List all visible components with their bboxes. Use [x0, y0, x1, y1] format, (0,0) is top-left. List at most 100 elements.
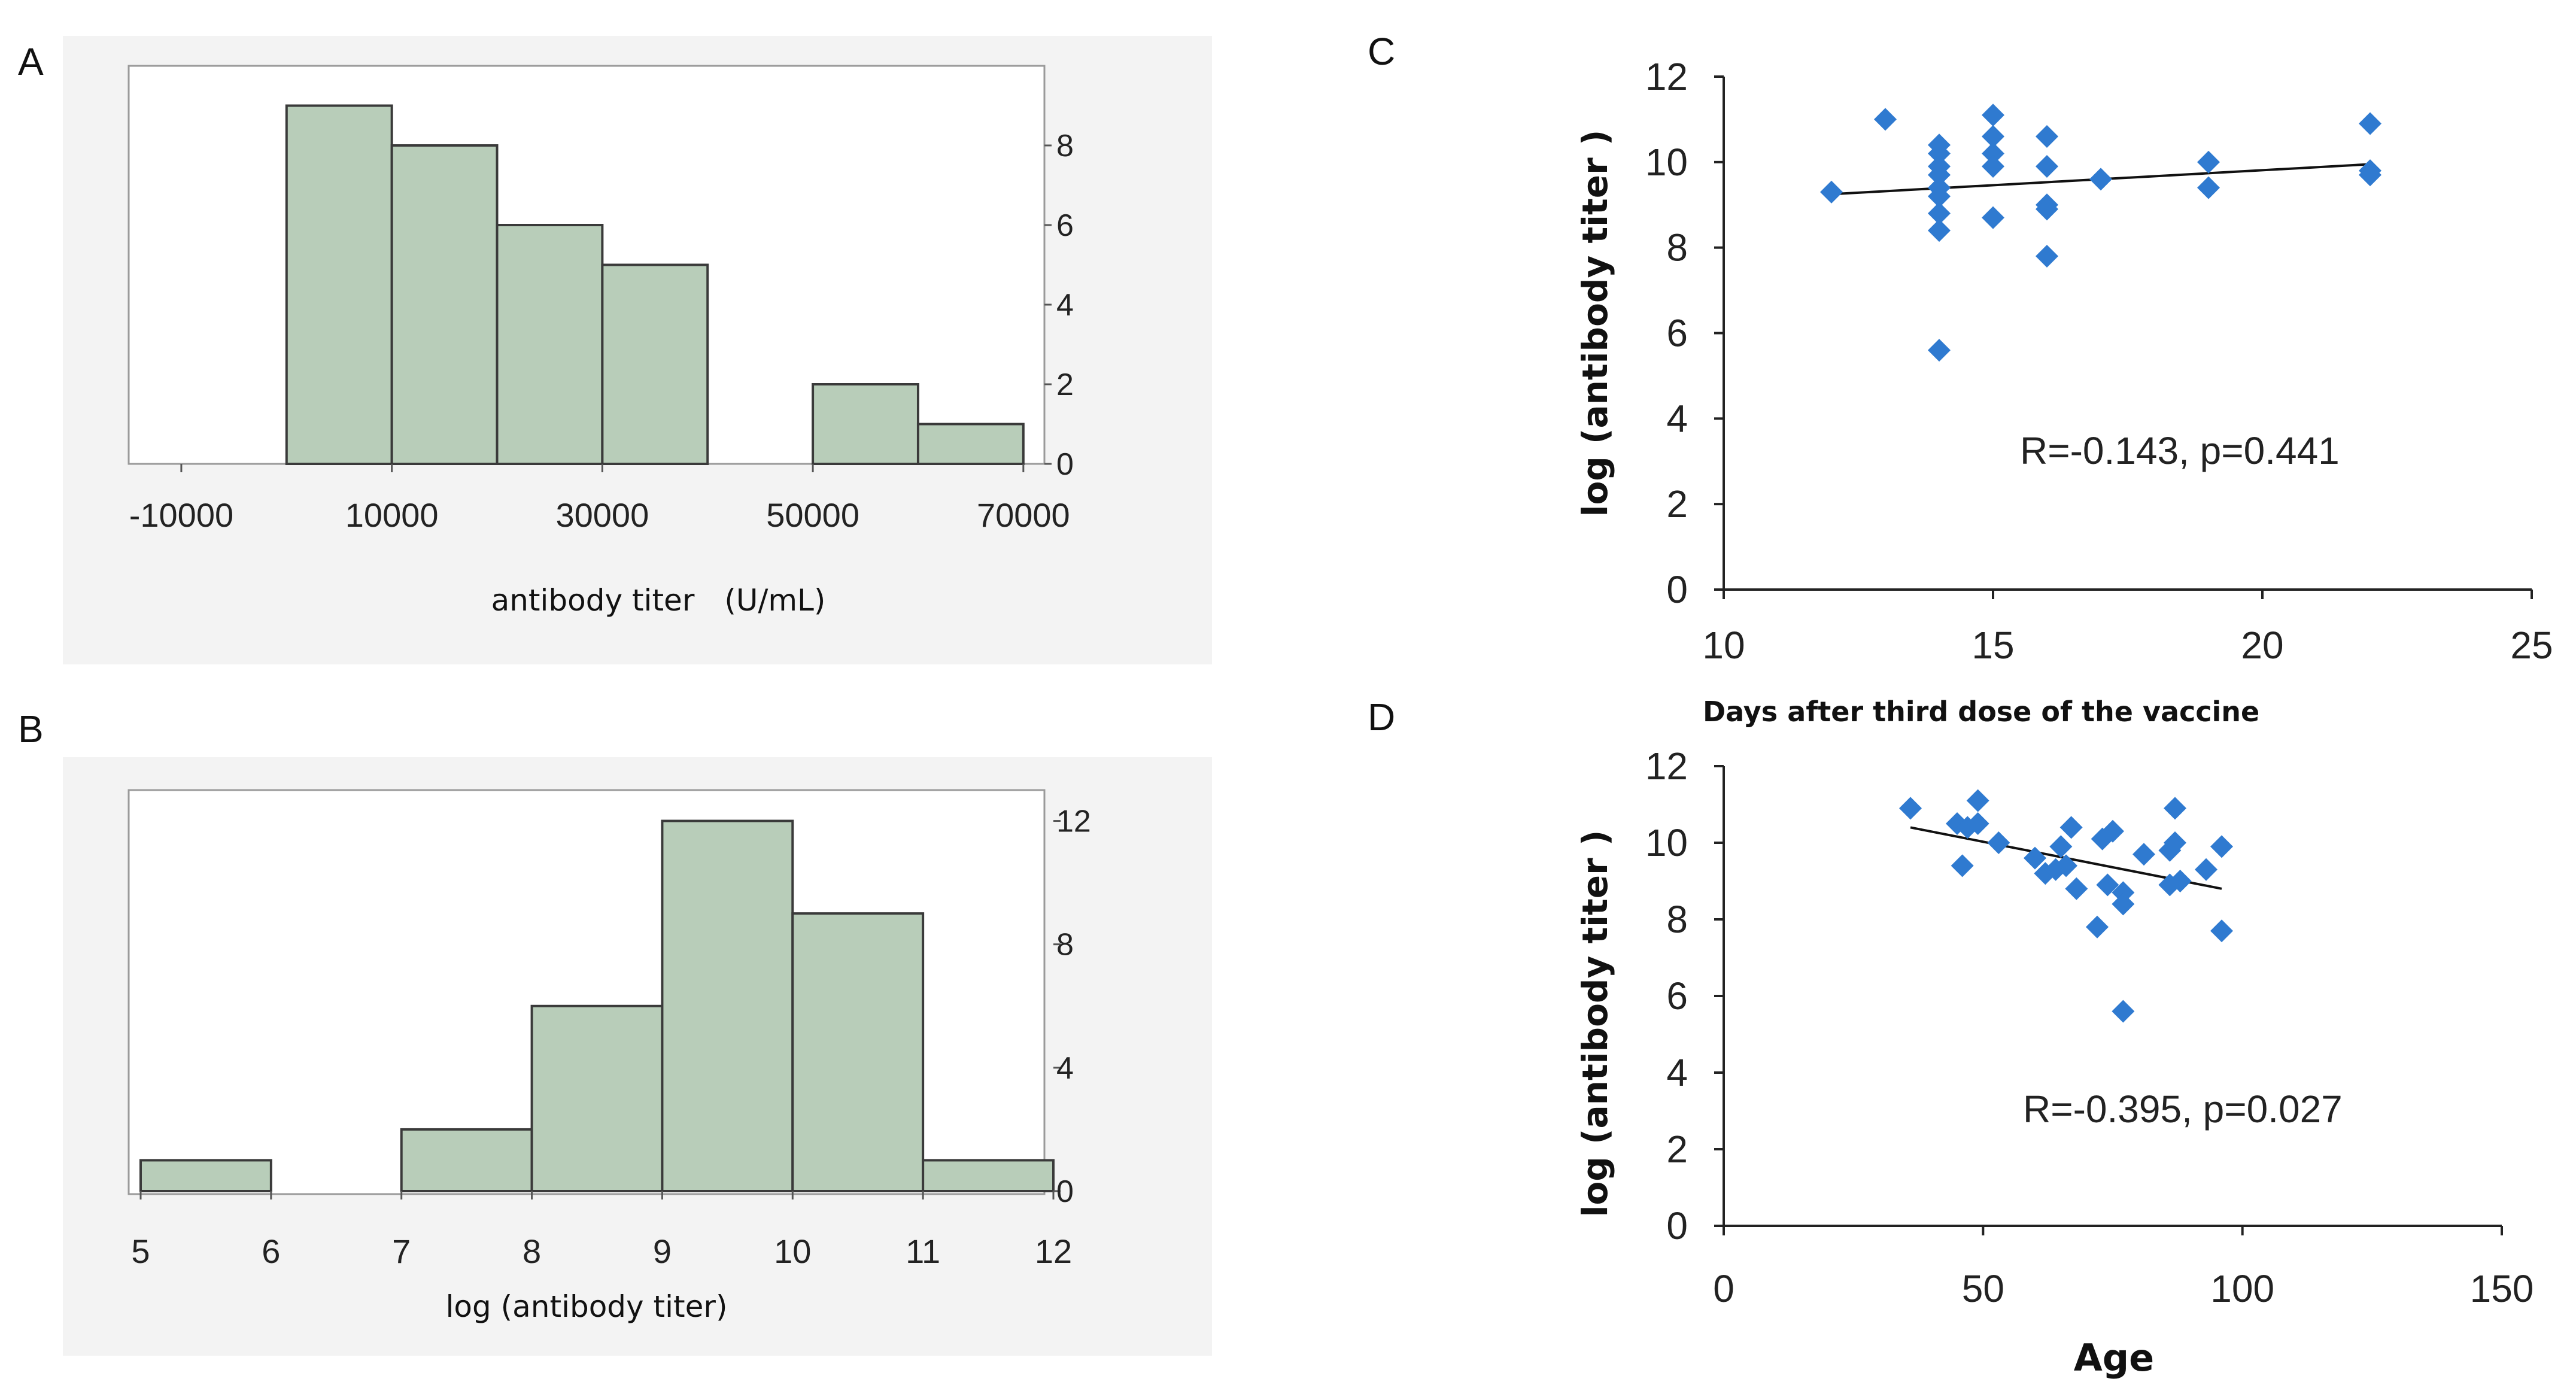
y-tick-label: 4: [1666, 1051, 1688, 1094]
data-point: [2036, 154, 2058, 178]
x-tick-label: 6: [262, 1232, 280, 1270]
y-tick-label: 2: [1666, 1128, 1688, 1171]
panel-c-x-axis-label: Days after third dose of the vaccine: [1703, 696, 2259, 728]
data-point: [2086, 915, 2109, 939]
data-point: [1951, 854, 1974, 877]
data-point: [2195, 858, 2217, 881]
data-point: [2055, 854, 2077, 877]
x-tick-label: 9: [653, 1232, 672, 1270]
data-point: [1982, 104, 2004, 127]
data-point: [2197, 150, 2220, 174]
data-point: [2049, 835, 2073, 858]
data-point: [2168, 870, 2192, 892]
x-tick-label: 5: [131, 1232, 150, 1270]
data-point: [2059, 816, 2083, 839]
y-tick-label: 0: [1056, 1174, 1074, 1209]
y-tick-label: 6: [1666, 974, 1688, 1018]
data-point: [2036, 244, 2058, 268]
panel-d-letter: D: [1368, 696, 1395, 739]
y-tick-label: 12: [1645, 55, 1688, 98]
data-point: [2036, 124, 2058, 148]
data-point: [1928, 219, 1951, 242]
data-point: [1982, 124, 2004, 148]
panel-d-x-axis-label: Age: [2074, 1336, 2154, 1380]
data-point: [2359, 163, 2381, 187]
x-tick-label: 50: [1962, 1267, 2004, 1310]
data-point: [2210, 835, 2233, 858]
panel-c-annotation: R=-0.143, p=0.441: [2020, 429, 2340, 472]
histogram-bar: [285, 104, 393, 465]
panel-d-annotation: R=-0.395, p=0.027: [2023, 1088, 2343, 1131]
data-point: [2065, 877, 2088, 900]
x-tick-label: 100: [2210, 1267, 2274, 1310]
x-tick-label: 70000: [977, 496, 1070, 534]
data-point: [2036, 198, 2058, 221]
x-tick-label: 25: [2510, 624, 2553, 667]
y-tick-label: 8: [1056, 928, 1074, 962]
data-point: [2133, 843, 2155, 866]
y-tick-label: 8: [1666, 226, 1688, 269]
x-tick-label: 12: [1035, 1232, 1072, 1270]
histogram-bar: [661, 819, 794, 1192]
panel-c: C 0 2 4 6 8 10 12 10 15 20 25 R=-0.143, p=0.441 D…: [1368, 30, 2553, 728]
panel-c-y-axis-label: log (antibody titer ): [1575, 130, 1615, 517]
data-point: [1928, 339, 1951, 362]
y-tick-label: 12: [1645, 745, 1688, 788]
histogram-bar: [400, 1128, 533, 1193]
x-tick-label: 7: [392, 1232, 411, 1270]
data-point: [1899, 797, 1922, 820]
x-tick-label: 11: [906, 1232, 940, 1270]
data-point: [1928, 163, 1951, 187]
panel-b-letter: B: [18, 707, 44, 751]
y-tick-label: 8: [1056, 129, 1074, 163]
histogram-bar: [390, 144, 499, 465]
histogram-bar: [530, 1004, 664, 1193]
y-tick-label: 4: [1666, 397, 1688, 440]
x-tick-label: 0: [1713, 1267, 1734, 1310]
histogram-bar: [922, 1159, 1055, 1193]
data-point: [2210, 919, 2233, 943]
x-tick-label: 30000: [556, 496, 649, 534]
data-point: [2164, 797, 2186, 820]
y-tick-label: 10: [1645, 821, 1688, 864]
data-point: [2112, 1000, 2135, 1023]
y-tick-label: 0: [1056, 447, 1074, 482]
data-point: [1982, 206, 2004, 229]
panel-a-letter: A: [18, 40, 44, 83]
data-point: [2024, 846, 2046, 870]
y-tick-label: 6: [1056, 208, 1074, 243]
panel-a: A 0 2 4 6 8 -10000 10000 30000 50000 70000 antib…: [18, 36, 1212, 664]
y-tick-label: 2: [1056, 368, 1074, 402]
data-point: [1982, 142, 2004, 165]
data-point: [2197, 176, 2220, 199]
x-tick-label: 20: [2241, 624, 2283, 667]
y-tick-label: 8: [1666, 898, 1688, 941]
y-tick-label: 10: [1645, 141, 1688, 184]
panel-a-x-axis-label: antibody titer (U/mL): [491, 583, 826, 618]
data-point: [2164, 831, 2186, 854]
x-tick-label: 150: [2470, 1267, 2534, 1310]
y-tick-label: 6: [1666, 312, 1688, 355]
y-tick-label: 12: [1056, 804, 1091, 839]
histogram-bar: [812, 383, 919, 465]
data-point: [2112, 892, 2135, 916]
data-point: [1987, 831, 2010, 854]
panel-b: B 0 4 8 12 5 6 7 8 9 10 11 12 log (antibody titer): [18, 707, 1212, 1356]
data-point: [1982, 154, 2004, 178]
x-tick-label: 10: [1702, 624, 1745, 667]
histogram-bar: [791, 912, 925, 1192]
histogram-bar: [139, 1159, 272, 1193]
x-tick-label: 10: [774, 1232, 811, 1270]
panel-d-y-axis-label: log (antibody titer ): [1575, 830, 1615, 1217]
histogram-bar: [916, 423, 1025, 465]
y-tick-label: 4: [1056, 288, 1074, 323]
data-point: [2359, 112, 2381, 135]
data-point: [1928, 202, 1951, 225]
data-point: [1874, 108, 1897, 131]
panel-c-letter: C: [1368, 30, 1395, 73]
data-point: [2101, 819, 2124, 843]
panel-b-x-axis-label: log (antibody titer): [446, 1289, 728, 1324]
y-tick-label: 0: [1666, 1204, 1688, 1247]
